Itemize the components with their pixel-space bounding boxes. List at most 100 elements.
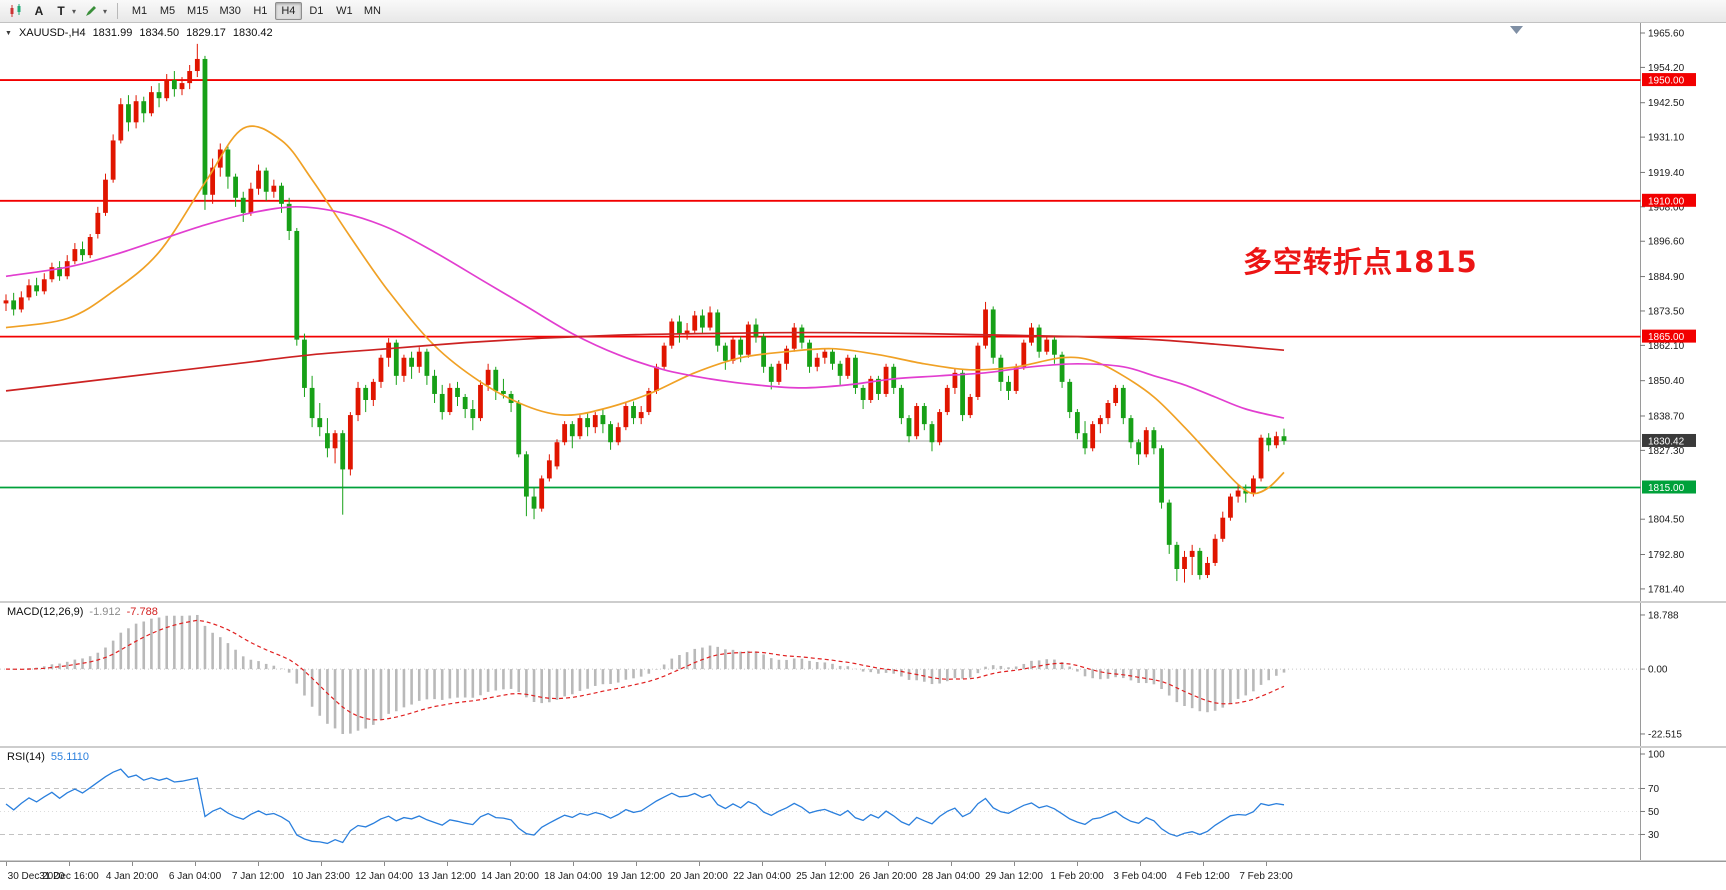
time-axis-label: 6 Jan 04:00	[168, 871, 222, 882]
panel-separator	[0, 860, 1726, 861]
toolbar: A T ▾ ▾ M1 M5 M15 M30 H1 H4 D1 W1 MN	[0, 0, 1726, 23]
chart-shift-marker[interactable]	[1510, 26, 1523, 34]
time-axis-label: 4 Feb 12:00	[1176, 871, 1230, 882]
price-tick-label: 1862.10	[1648, 341, 1685, 352]
price-badge-1815.00	[1642, 480, 1696, 494]
ohlc-low: 1829.17	[186, 27, 226, 39]
svg-text:1950.00: 1950.00	[1648, 76, 1685, 87]
macd-canvas[interactable]: 18.788 0.00 -22.515	[0, 603, 1726, 746]
symbol-period-label: XAUUSD-,H4	[18, 27, 86, 39]
time-axis-label: 30 Dec 2020	[7, 871, 65, 882]
time-tick-mark	[1266, 862, 1267, 866]
ohlc-close: 1830.42	[232, 27, 273, 39]
price-tick-label: 1850.40	[1648, 376, 1685, 387]
macd-label: MACD(12,26,9) -1.912 -7.788	[7, 606, 158, 618]
price-chart-canvas[interactable]: 1965.60 1954.20 1942.50 1931.10 1919.40 1908.…	[0, 23, 1726, 601]
macd-tick-label: 18.788	[1648, 610, 1679, 621]
time-tick-mark	[1140, 862, 1141, 866]
price-badge-1910.00	[1642, 193, 1696, 207]
time-axis-label: 18 Jan 04:00	[544, 871, 602, 882]
time-axis-label: 4 Jan 20:00	[105, 871, 159, 882]
time-axis-label: 3 Feb 04:00	[1113, 871, 1167, 882]
time-axis-label: 10 Jan 23:00	[292, 871, 350, 882]
panel-separator[interactable]	[0, 746, 1726, 748]
time-axis-label: 26 Jan 20:00	[859, 871, 917, 882]
ma-slow-red	[5, 331, 1285, 392]
svg-text:1910.00: 1910.00	[1648, 196, 1685, 207]
timeframe-button-w1[interactable]: W1	[331, 2, 358, 20]
time-tick-mark	[1014, 862, 1015, 866]
time-tick-mark	[1077, 862, 1078, 866]
rsi-tick-label: 100	[1648, 750, 1665, 761]
rsi-tick-label: 50	[1648, 807, 1660, 818]
one-click-trading-toggle[interactable]: ▼	[5, 29, 12, 37]
macd-signal-line	[5, 619, 1285, 721]
time-tick-mark	[762, 862, 763, 866]
time-axis[interactable]: 30 Dec 2020 31 Dec 16:00 4 Jan 20:00 6 Jan …	[0, 861, 1726, 890]
time-tick-mark	[825, 862, 826, 866]
price-tick-label: 1827.30	[1648, 446, 1685, 457]
price-tick-label: 1919.40	[1648, 168, 1685, 179]
timeframe-button-m30[interactable]: M30	[214, 2, 245, 20]
time-tick-mark	[1203, 862, 1204, 866]
timeframe-button-m15[interactable]: M15	[182, 2, 213, 20]
price-tick-label: 1884.90	[1648, 272, 1685, 283]
timeframe-button-h1[interactable]: H1	[247, 2, 274, 20]
ma-fast-orange	[5, 125, 1285, 495]
price-tick-label: 1896.60	[1648, 237, 1685, 248]
time-tick-mark	[636, 862, 637, 866]
price-tick-label: 1792.80	[1648, 550, 1685, 561]
draw-tool-icon[interactable]	[80, 2, 102, 21]
price-tick-label: 1781.40	[1648, 584, 1685, 595]
price-chart-panel: 1965.60 1954.20 1942.50 1931.10 1919.40 1908.…	[0, 23, 1726, 601]
time-tick-mark	[6, 862, 7, 866]
price-tick-label: 1965.60	[1648, 29, 1685, 40]
rsi-canvas[interactable]: 100 70 50 30	[0, 748, 1726, 860]
time-axis-label: 29 Jan 12:00	[985, 871, 1043, 882]
time-tick-mark	[132, 862, 133, 866]
timeframe-button-m1[interactable]: M1	[126, 2, 153, 20]
text-tool-t-button[interactable]: T	[51, 2, 71, 21]
chart-annotation-text[interactable]: 多空转折点1815	[1243, 245, 1478, 279]
time-axis-label: 25 Jan 12:00	[796, 871, 854, 882]
time-axis-label: 19 Jan 12:00	[607, 871, 665, 882]
timeframe-button-mn[interactable]: MN	[359, 2, 386, 20]
time-axis-label: 1 Feb 20:00	[1050, 871, 1104, 882]
text-tool-a-button[interactable]: A	[29, 2, 49, 21]
timeframe-button-m5[interactable]: M5	[154, 2, 181, 20]
macd-histogram	[12, 614, 1286, 734]
mini-candles-icon	[10, 3, 21, 17]
time-tick-mark	[258, 862, 259, 866]
time-tick-mark	[951, 862, 952, 866]
timeframe-button-h4[interactable]: H4	[274, 2, 302, 20]
svg-text:1865.00: 1865.00	[1648, 332, 1685, 343]
price-tick-label: 1838.70	[1648, 411, 1685, 422]
current-price-badge	[1642, 433, 1696, 447]
price-tick-label: 1931.10	[1648, 133, 1685, 144]
candles	[3, 43, 1287, 583]
toolbar-separator	[117, 3, 119, 19]
price-tick-label: 1873.50	[1648, 306, 1685, 317]
rsi-label: RSI(14) 55.1110	[7, 751, 89, 763]
panel-separator[interactable]	[0, 601, 1726, 603]
macd-tick-label: -22.515	[1648, 729, 1682, 740]
rsi-tick-label: 30	[1648, 830, 1660, 841]
chart-type-icon[interactable]	[5, 2, 27, 21]
time-tick-mark	[888, 862, 889, 866]
ma-mid-magenta	[5, 205, 1285, 419]
timeframe-button-d1[interactable]: D1	[303, 2, 330, 20]
time-axis-label: 28 Jan 04:00	[922, 871, 980, 882]
price-badge-1950.00	[1642, 73, 1696, 87]
macd-signal-value: -7.788	[126, 606, 158, 618]
ohlc-open: 1831.99	[92, 27, 133, 39]
chart-ohlc-info: ▼ XAUUSD-,H4 1831.99 1834.50 1829.17 183…	[5, 27, 273, 39]
timeframe-buttons: M1 M5 M15 M30 H1 H4 D1 W1 MN	[126, 2, 386, 20]
ohlc-high: 1834.50	[139, 27, 180, 39]
rsi-tick-label: 70	[1648, 784, 1660, 795]
time-axis-label: 20 Jan 20:00	[670, 871, 728, 882]
chevron-down-icon[interactable]: ▾	[72, 6, 77, 16]
time-axis-label: 7 Jan 12:00	[231, 871, 285, 882]
time-axis-label: 13 Jan 12:00	[418, 871, 476, 882]
chevron-down-icon[interactable]: ▾	[103, 6, 108, 16]
